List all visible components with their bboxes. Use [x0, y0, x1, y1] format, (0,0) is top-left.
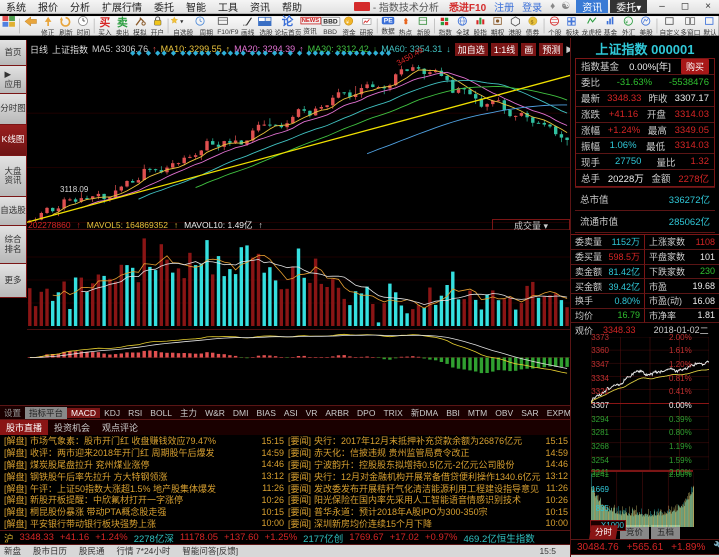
svg-text:▾: ▾	[180, 18, 184, 25]
svg-text:$: $	[531, 19, 534, 25]
svg-text:¥: ¥	[346, 19, 349, 25]
svg-text:¥: ¥	[625, 19, 628, 25]
